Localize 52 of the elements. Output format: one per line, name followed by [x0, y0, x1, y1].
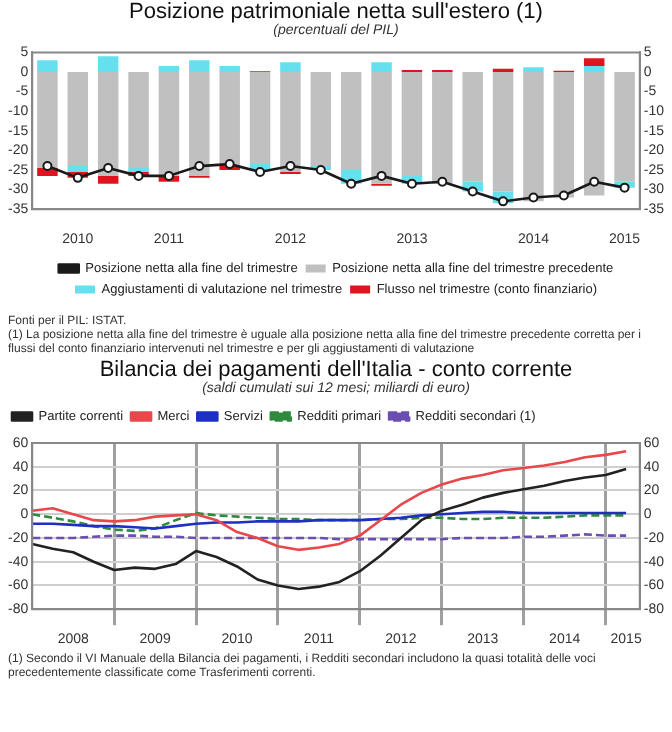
bar — [37, 60, 58, 72]
bar — [158, 72, 180, 176]
point — [72, 172, 83, 183]
bar — [280, 62, 301, 72]
bar — [401, 72, 423, 176]
point — [194, 161, 205, 172]
bar — [67, 166, 89, 172]
bar — [492, 72, 514, 192]
point — [224, 159, 235, 170]
point — [103, 163, 114, 174]
point — [133, 170, 144, 181]
bar — [219, 66, 240, 72]
bar — [462, 72, 483, 182]
chart-title: Posizione patrimoniale netta sull'estero (1) — [127, 0, 545, 24]
point — [467, 186, 478, 197]
point — [589, 176, 600, 187]
bar — [189, 72, 210, 176]
point — [346, 178, 357, 189]
bar — [523, 72, 544, 202]
bar — [97, 56, 119, 72]
chart-title: Bilancia dei pagamenti dell'Italia - conto corrente — [97, 358, 575, 382]
point — [315, 165, 326, 175]
bar — [219, 72, 240, 167]
bar — [189, 60, 210, 72]
bar — [310, 72, 332, 167]
point — [285, 161, 296, 172]
bar — [583, 58, 605, 67]
bar — [340, 72, 362, 170]
point — [255, 166, 266, 177]
bar — [280, 72, 301, 172]
bar — [583, 72, 605, 196]
point — [406, 178, 417, 189]
bar — [553, 72, 575, 198]
point — [163, 170, 174, 181]
bar — [158, 66, 180, 72]
point — [376, 170, 387, 181]
bar — [614, 72, 635, 182]
bar — [97, 72, 119, 176]
point — [558, 190, 569, 201]
bar — [583, 66, 605, 72]
bar — [37, 72, 58, 169]
bar — [128, 72, 149, 169]
point — [528, 192, 539, 203]
bar — [432, 72, 453, 184]
point — [619, 182, 630, 193]
point — [437, 176, 448, 187]
bar — [371, 72, 392, 184]
bar — [371, 62, 392, 72]
bar — [67, 72, 89, 167]
point — [42, 161, 53, 172]
bar — [97, 175, 119, 184]
bar — [249, 72, 271, 165]
